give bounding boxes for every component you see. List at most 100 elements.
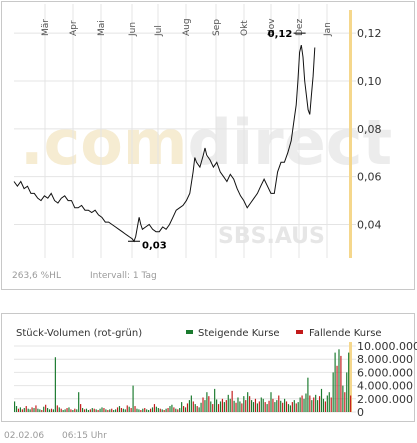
month-label: Nov bbox=[267, 18, 277, 36]
month-axis: Mär Apr Mai Jun Jul Aug Sep Okt Nov Dez Jan bbox=[41, 18, 333, 37]
volume-bar bbox=[307, 377, 309, 412]
volume-bar bbox=[161, 409, 163, 412]
volume-bar bbox=[81, 408, 84, 412]
volume-bar bbox=[58, 407, 60, 412]
volume-bar bbox=[243, 396, 245, 412]
volume-bar bbox=[148, 410, 150, 412]
volume-bar bbox=[144, 408, 146, 412]
volume-bar bbox=[70, 409, 72, 412]
volume-bar bbox=[83, 409, 86, 412]
volume-bar bbox=[50, 408, 53, 412]
volume-bar bbox=[264, 402, 266, 412]
comdirect-watermark: .comdirect bbox=[20, 106, 392, 179]
volume-bar bbox=[181, 402, 183, 412]
volume-bar bbox=[138, 409, 140, 412]
volume-bar bbox=[350, 395, 352, 412]
volume-bar bbox=[212, 404, 214, 412]
volume-bar bbox=[293, 400, 295, 412]
performance-label: 263,6 %HL bbox=[12, 271, 61, 281]
volume-bar bbox=[120, 408, 123, 412]
volume-bar bbox=[235, 402, 237, 412]
volume-bar bbox=[285, 401, 288, 412]
volume-bar bbox=[245, 400, 247, 412]
volume-bar bbox=[68, 407, 70, 412]
volume-title: Stück-Volumen (rot-grün) bbox=[16, 328, 142, 339]
volume-bar bbox=[301, 395, 303, 412]
footer-time: 06:15 Uhr bbox=[62, 431, 107, 441]
volume-bar bbox=[169, 406, 171, 412]
month-label: Aug bbox=[182, 18, 192, 36]
volume-bar bbox=[295, 403, 297, 412]
volume-bar bbox=[309, 395, 311, 412]
volume-tick-label: 6.000.000 bbox=[357, 366, 413, 379]
volume-bars bbox=[14, 349, 352, 412]
volume-bar bbox=[23, 408, 25, 412]
volume-bar bbox=[278, 395, 280, 412]
volume-bar bbox=[60, 408, 62, 412]
volume-bar bbox=[87, 410, 89, 412]
price-tick-label: 0,12 bbox=[357, 27, 382, 40]
volume-bar bbox=[336, 365, 338, 412]
volume-bar bbox=[126, 405, 128, 412]
volume-bar bbox=[179, 408, 181, 412]
volume-bar bbox=[194, 404, 196, 412]
volume-bar bbox=[66, 408, 68, 412]
volume-bar bbox=[280, 400, 282, 412]
volume-bar bbox=[33, 408, 35, 412]
volume-bar bbox=[200, 402, 202, 412]
volume-bar bbox=[249, 396, 251, 412]
volume-bar bbox=[214, 388, 216, 412]
volume-bar bbox=[318, 396, 321, 412]
volume-bar bbox=[186, 403, 189, 412]
volume-bar bbox=[330, 397, 332, 412]
volume-bar bbox=[118, 406, 121, 412]
high-low-annotations: 0,12 0,03 bbox=[127, 29, 306, 251]
legend-up-swatch bbox=[186, 330, 193, 334]
volume-bar bbox=[311, 400, 313, 412]
volume-bar bbox=[149, 408, 152, 412]
volume-bar bbox=[101, 407, 103, 412]
volume-bar bbox=[250, 400, 253, 412]
price-tick-label: 0,06 bbox=[357, 171, 382, 184]
volume-bar bbox=[313, 397, 315, 412]
price-series-line bbox=[13, 44, 316, 243]
volume-bar bbox=[37, 408, 39, 412]
volume-current-highlight bbox=[349, 342, 352, 412]
volume-bar bbox=[338, 349, 340, 412]
volume-bar bbox=[188, 400, 190, 412]
volume-bar bbox=[142, 408, 144, 412]
volume-bar bbox=[113, 410, 115, 412]
volume-bar bbox=[258, 401, 260, 412]
watermark-part-direct: direct bbox=[188, 106, 393, 179]
volume-bar bbox=[74, 408, 76, 412]
price-tick-label: 0,04 bbox=[357, 219, 382, 232]
volume-bar bbox=[268, 400, 270, 412]
volume-bar bbox=[328, 392, 330, 412]
volume-bar bbox=[103, 408, 105, 412]
volume-tick-label: 10.000.000 bbox=[357, 340, 417, 353]
volume-bar bbox=[159, 408, 161, 412]
volume-bar bbox=[155, 406, 157, 412]
price-chart-panel bbox=[1, 1, 415, 290]
volume-bar bbox=[216, 399, 218, 412]
volume-bar bbox=[41, 410, 43, 412]
volume-bar bbox=[190, 395, 192, 412]
volume-bar bbox=[270, 392, 272, 412]
volume-bar bbox=[15, 406, 18, 412]
month-label: Jul bbox=[154, 25, 164, 37]
volume-bar bbox=[217, 404, 220, 412]
volume-bar bbox=[116, 407, 119, 412]
volume-bar bbox=[27, 408, 29, 412]
volume-bar bbox=[219, 401, 222, 412]
volume-bar bbox=[45, 404, 47, 412]
volume-bar bbox=[247, 392, 249, 412]
volume-bar bbox=[95, 409, 97, 412]
volume-bar bbox=[274, 402, 276, 412]
volume-bar bbox=[299, 397, 301, 412]
volume-bar bbox=[315, 394, 317, 412]
volume-bar bbox=[56, 405, 58, 412]
volume-bar bbox=[346, 372, 348, 412]
volume-bar bbox=[227, 394, 229, 412]
volume-bar bbox=[322, 398, 325, 412]
volume-bar bbox=[140, 410, 142, 412]
